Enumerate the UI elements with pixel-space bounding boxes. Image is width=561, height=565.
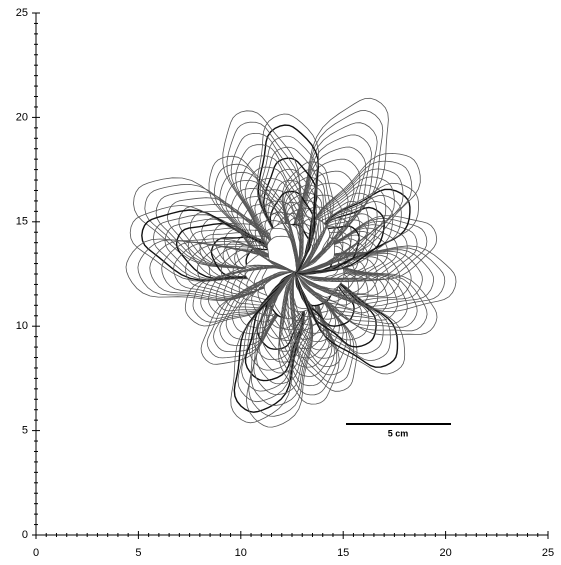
y-tick-label: 5: [22, 425, 28, 437]
contour: [208, 155, 297, 273]
y-tick-label: 10: [16, 320, 28, 332]
x-tick-label: 5: [135, 547, 141, 559]
x-tick-label: 15: [337, 547, 349, 559]
x-tick-label: 20: [439, 547, 451, 559]
y-tick-label: 25: [16, 7, 28, 19]
x-tick-label: 25: [542, 547, 554, 559]
y-tick-label: 15: [16, 216, 28, 228]
y-tick-label: 20: [16, 111, 28, 123]
y-tick-label: 0: [22, 529, 28, 541]
x-tick-label: 10: [235, 547, 247, 559]
contour-drawing: [125, 97, 457, 428]
scale-bar-label: 5 cm: [388, 428, 409, 438]
x-tick-label: 0: [33, 547, 39, 559]
